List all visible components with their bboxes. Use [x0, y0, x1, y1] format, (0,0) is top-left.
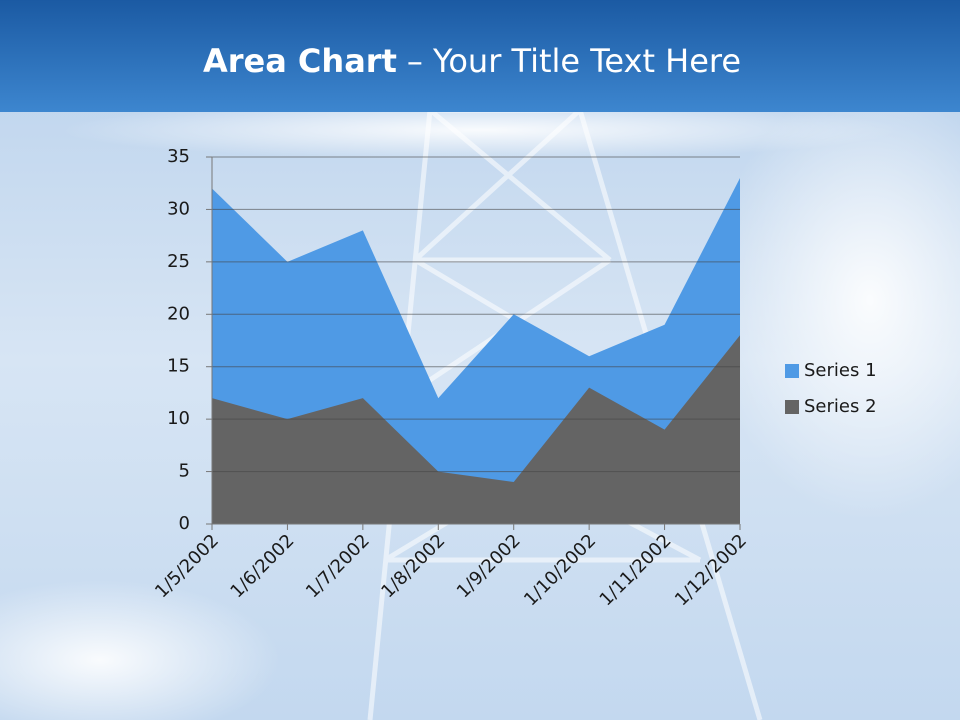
y-tick-label: 5 — [179, 461, 190, 482]
y-tick-label: 35 — [167, 146, 190, 167]
y-tick-label: 15 — [167, 356, 190, 377]
y-tick-label: 20 — [167, 303, 190, 324]
legend-label: Series 1 — [804, 360, 877, 381]
legend-swatch — [785, 400, 799, 414]
chart-title: Area Chart – Your Title Text Here — [203, 42, 741, 80]
title-band — [0, 0, 960, 112]
title-rest: – Your Title Text Here — [407, 42, 741, 80]
legend-label: Series 2 — [804, 396, 877, 417]
y-tick-label: 30 — [167, 198, 190, 219]
area — [212, 335, 740, 524]
cloud — [0, 580, 280, 724]
cloud — [710, 80, 960, 520]
legend-swatch — [785, 364, 799, 378]
title-bold: Area Chart — [203, 42, 397, 80]
y-tick-label: 10 — [167, 408, 190, 429]
y-tick-label: 25 — [167, 251, 190, 272]
y-tick-label: 0 — [179, 513, 190, 534]
cloud — [60, 100, 900, 160]
